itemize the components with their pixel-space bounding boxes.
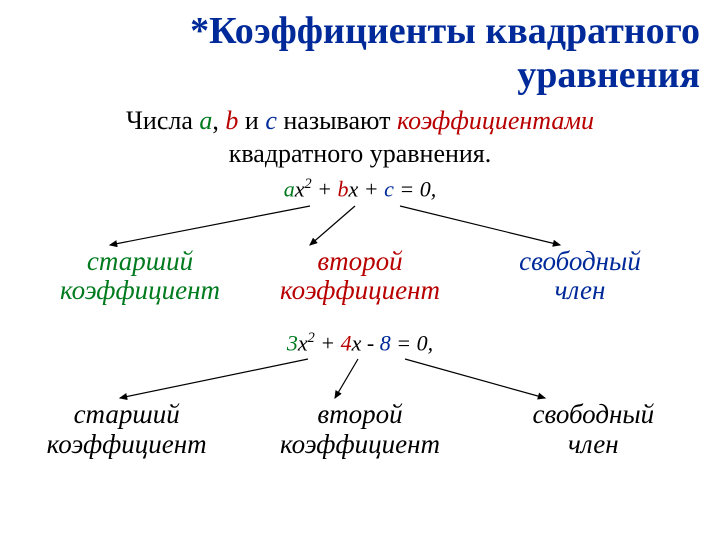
- subtitle-part1: Числа: [126, 106, 199, 135]
- subtitle-c: c: [265, 106, 277, 135]
- arrows-example: [0, 356, 720, 404]
- eq2-plus1: +: [315, 330, 341, 355]
- eq1-x1: x: [349, 177, 359, 202]
- labels-general: старший коэффициент второй коэффициент с…: [0, 247, 720, 306]
- eq1-plus2: +: [358, 177, 384, 202]
- label2-second-l1: второй: [317, 399, 402, 429]
- label2-free-term: свободный член: [477, 400, 710, 459]
- labels-example: старший коэффициент второй коэффициент с…: [0, 400, 720, 459]
- subtitle-part2: называют: [277, 106, 397, 135]
- eq2-c: 8: [380, 330, 391, 355]
- label-leading-l2: коэффициент: [60, 275, 220, 305]
- eq2-eq: = 0,: [391, 330, 433, 355]
- subtitle-coeff-word: коэффициентами: [397, 106, 594, 135]
- equation-example: 3x2 + 4x - 8 = 0,: [0, 330, 720, 356]
- label-second-l2: коэффициент: [280, 275, 440, 305]
- label-leading-coeff: старший коэффициент: [30, 247, 250, 306]
- label2-leading-l2: коэффициент: [47, 429, 207, 459]
- eq1-sup: 2: [305, 176, 312, 192]
- title-line1: Коэффициенты квадратного: [209, 10, 700, 52]
- eq1-x2: x: [295, 177, 305, 202]
- page-title: *Коэффициенты квадратного уравнения: [0, 0, 720, 97]
- arrow-c-example: [405, 359, 545, 398]
- arrow-a-example: [120, 359, 308, 398]
- subtitle-b: b: [225, 106, 238, 135]
- label-free-l1: свободный: [519, 246, 641, 276]
- subtitle-comma1: ,: [212, 106, 225, 135]
- subtitle-line2: квадратного уравнения.: [229, 139, 492, 168]
- eq2-a: 3: [287, 330, 298, 355]
- eq2-minus: -: [361, 330, 379, 355]
- label-second-l1: второй: [317, 246, 402, 276]
- label-leading-l1: старший: [87, 246, 193, 276]
- subtitle-and: и: [238, 106, 265, 135]
- eq1-c: c: [384, 177, 394, 202]
- eq1-b: b: [338, 177, 349, 202]
- eq2-x1: x: [352, 330, 362, 355]
- label2-second-coeff: второй коэффициент: [243, 400, 476, 459]
- subtitle: Числа a, b и c называют коэффициентами к…: [0, 105, 720, 170]
- arrow-b-general: [310, 206, 355, 245]
- label2-free-l1: свободный: [532, 399, 654, 429]
- arrow-b-example: [335, 359, 358, 398]
- label2-leading-coeff: старший коэффициент: [10, 400, 243, 459]
- title-asterisk: *: [190, 10, 209, 52]
- label-free-l2: член: [555, 275, 606, 305]
- arrows-general: [0, 203, 720, 251]
- label2-free-l2: член: [568, 429, 619, 459]
- arrow-a-general: [110, 206, 310, 245]
- eq2-b: 4: [341, 330, 352, 355]
- label2-second-l2: коэффициент: [280, 429, 440, 459]
- eq2-sup: 2: [308, 330, 315, 346]
- equation-general: ax2 + bx + c = 0,: [0, 176, 720, 202]
- subtitle-a: a: [199, 106, 212, 135]
- title-line2: уравнения: [517, 54, 700, 96]
- label-second-coeff: второй коэффициент: [250, 247, 470, 306]
- label2-leading-l1: старший: [74, 399, 180, 429]
- eq2-x2: x: [298, 330, 308, 355]
- label-free-term: свободный член: [470, 247, 690, 306]
- eq1-plus1: +: [312, 177, 338, 202]
- arrow-c-general: [400, 206, 560, 245]
- eq1-a: a: [284, 177, 295, 202]
- eq1-eq: = 0,: [394, 177, 436, 202]
